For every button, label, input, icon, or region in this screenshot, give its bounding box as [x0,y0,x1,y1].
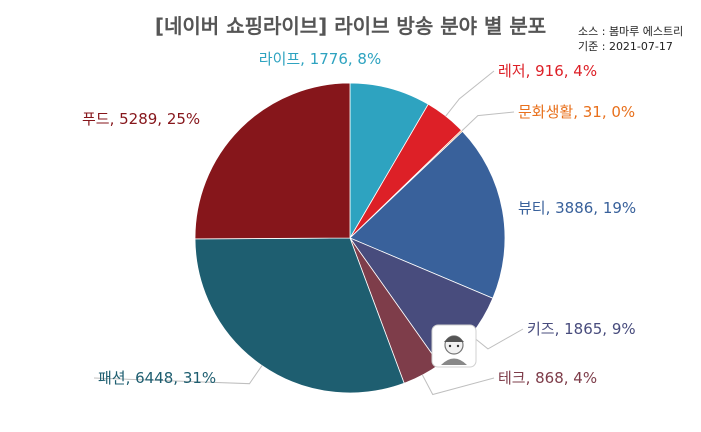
pie-slice-8 [194,82,351,240]
slice-labels: 라이프, 1776, 8% 레저, 916, 4% 문화생활, 31, 0% 뷰티, … [82,50,636,387]
leader-line-6 [422,374,495,396]
avatar [431,324,477,368]
slice-label-7: 패션, 6448, 31% [98,369,216,387]
leader-line-2 [445,70,495,117]
chart-title: [네이버 쇼핑라이브] 라이브 방송 분야 별 분포 [154,14,547,38]
source-label: 소스 : 봄마루 에스트리 [578,25,684,38]
pie-slice-4 [349,130,506,299]
pie-slice-7 [194,237,405,394]
slice-label-6: 테크, 868, 4% [498,369,597,387]
slice-label-1: 라이프, 1776, 8% [259,50,381,68]
slice-label-8: 푸드, 5289, 25% [82,110,200,128]
slice-label-2: 레저, 916, 4% [498,62,597,80]
leader-line-3 [461,111,515,132]
slice-label-5: 키즈, 1865, 9% [527,320,636,338]
pie-slices [194,82,506,394]
date-label: 기준 : 2021-07-17 [578,40,673,53]
leader-line-7 [93,365,263,385]
leader-lines [93,70,524,396]
slice-label-3: 문화생활, 31, 0% [518,103,635,121]
slice-label-4: 뷰티, 3886, 19% [518,199,636,217]
leader-line-5 [470,328,524,350]
source-note: 소스 : 봄마루 에스트리 기준 : 2021-07-17 [578,24,683,54]
